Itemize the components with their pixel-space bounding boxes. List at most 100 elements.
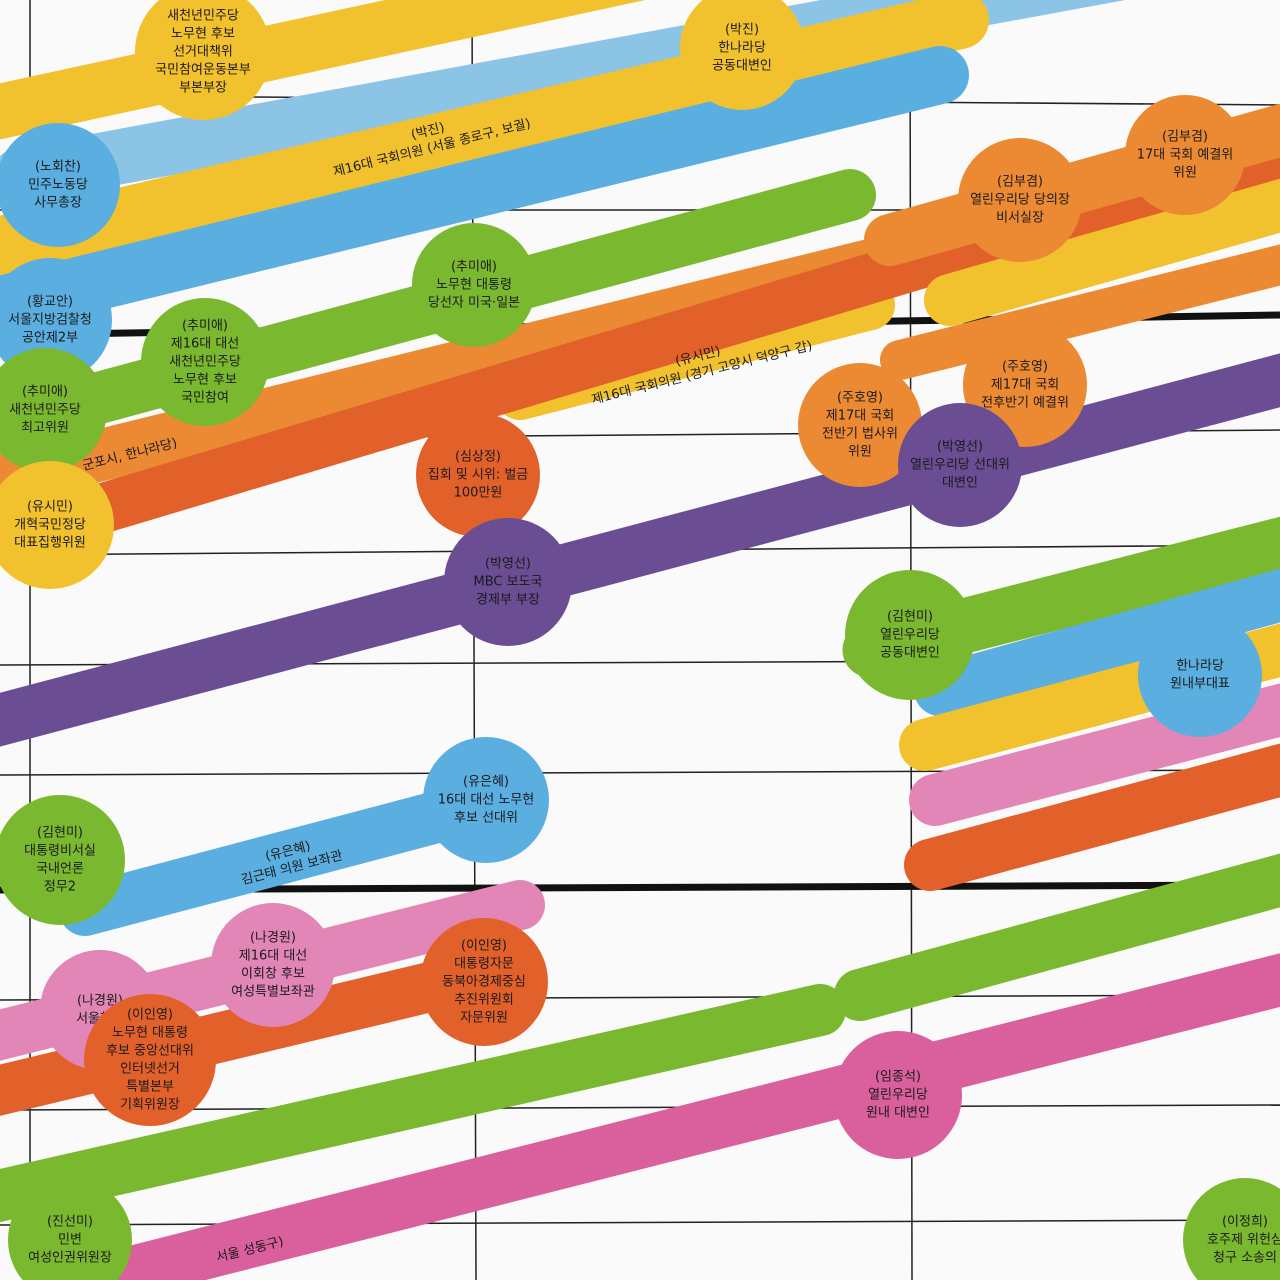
band <box>880 244 1280 380</box>
bubble-text: (김현미) <box>37 826 83 841</box>
bubble-text: (이인영) <box>127 1008 173 1023</box>
band <box>0 950 505 1116</box>
bubble-text: (김부겸) <box>1162 130 1208 145</box>
bubble-text: (김현미) <box>887 610 933 625</box>
bubble-text: 새천년민주당 <box>9 403 81 418</box>
bubble-text: 민주노동당 <box>28 178 88 193</box>
bubble-circle <box>0 123 120 247</box>
band <box>0 129 1280 566</box>
bubble-text: (진선미) <box>47 1215 93 1230</box>
bubble-text: 비서실장 <box>996 211 1044 226</box>
bubble-text: (나경원) <box>77 994 123 1009</box>
bubble-text: (박진) <box>725 23 759 38</box>
bubble-text: (노회찬) <box>35 160 81 175</box>
bubble-circle <box>84 994 216 1126</box>
bubble-text: (유은혜) <box>463 775 509 790</box>
bubble-text: 전반기 법사위 <box>822 427 898 442</box>
band <box>924 178 1280 326</box>
bubble-text: 당선자 미국·일본 <box>428 296 520 311</box>
bubble-text: 정무2 <box>44 880 76 895</box>
bubble-text: 집회 및 시위: 벌금 <box>428 468 529 483</box>
bubble-text: 대변인 <box>942 476 978 491</box>
bubble-text: 기획위원장 <box>120 1098 180 1113</box>
bubble-text: (주호영) <box>837 391 883 406</box>
bubble-circle <box>8 1178 132 1280</box>
bubble-text: (유시민) <box>27 500 73 515</box>
bubble-text: 호주제 위헌심 <box>1207 1233 1280 1248</box>
bubble-text: 16대 대선 노무현 <box>438 793 535 808</box>
bubble-circle <box>845 570 975 700</box>
bubble-text: 추진위원회 <box>454 993 514 1008</box>
bubble-text: (황교안) <box>27 295 73 310</box>
bubble-text: 국민참여운동본부 <box>155 63 251 78</box>
bubble-circle <box>1138 613 1262 737</box>
bubble-text: 제16대 대선 <box>239 949 308 964</box>
bubble-circle <box>0 795 125 925</box>
bubble-circle <box>211 903 335 1027</box>
bubble-text: 한나라당 <box>1176 659 1224 674</box>
bubble-circle <box>0 461 114 589</box>
bubble-circle <box>1125 95 1245 215</box>
bubble-text: 전후반기 예결위 <box>981 396 1069 411</box>
bubble-text: 열린우리당 당의장 <box>970 193 1070 208</box>
bubble-text: 민변 <box>58 1233 82 1248</box>
bubble-text: 대통령비서실 <box>24 844 96 859</box>
bubble-circle <box>958 138 1082 262</box>
bubble-text: 공동대변인 <box>880 646 940 661</box>
bubble-text: 한나라당 <box>718 41 766 56</box>
band <box>0 984 846 1223</box>
bubble-text: 열린우리당 <box>880 628 940 643</box>
bubble-text: 새천년민주당 <box>169 355 241 370</box>
band <box>94 953 1280 1280</box>
bubble-text: 공안제2부 <box>22 331 78 346</box>
bubble-text: (임종석) <box>875 1070 921 1085</box>
bubble-circle <box>416 413 540 537</box>
bubble-circle <box>141 298 269 426</box>
bubble-text: 노무현 후보 <box>171 27 235 42</box>
bubble-text: 경제부 부장 <box>476 593 540 608</box>
bubble-text: 제17대 국회 <box>826 409 895 424</box>
band <box>0 353 1280 747</box>
bubble-text: MBC 보도국 <box>474 575 543 590</box>
bubble-circle <box>1183 1178 1280 1280</box>
band <box>0 169 876 452</box>
band <box>0 46 969 335</box>
bubble-text: (주호영) <box>1002 360 1048 375</box>
bubble-circle <box>423 737 549 863</box>
bubble-text: 사무총장 <box>34 196 82 211</box>
bubble-text: (이인영) <box>461 939 507 954</box>
bubble-circle <box>834 1031 962 1159</box>
bubble-circle <box>420 918 548 1046</box>
bubble-text: 원내 대변인 <box>866 1106 930 1121</box>
bubble-text: 17대 국회 예결위 <box>1137 148 1234 163</box>
bubble-text: 자문위원 <box>460 1011 508 1026</box>
bubble-text: (박영선) <box>937 440 983 455</box>
bubble-text: 후보 선대위 <box>454 811 518 826</box>
bubble-text: 동북아경제중심 <box>442 975 526 990</box>
bubble-text: 노무현 대통령 <box>112 1026 188 1041</box>
bubble-text: 위원 <box>1173 166 1197 181</box>
bubble-text: 최고위원 <box>21 421 69 436</box>
bubble-text: 100만원 <box>454 486 503 501</box>
bubble-circle <box>444 518 572 646</box>
bubble-text: 열린우리당 <box>868 1088 928 1103</box>
bubble-circle <box>0 348 107 472</box>
bubble-circle <box>680 0 804 110</box>
bubble-text: (추미애) <box>182 319 228 334</box>
bubble-text: 부본부장 <box>179 81 227 96</box>
bubble-text: 선거대책위 <box>173 45 233 60</box>
